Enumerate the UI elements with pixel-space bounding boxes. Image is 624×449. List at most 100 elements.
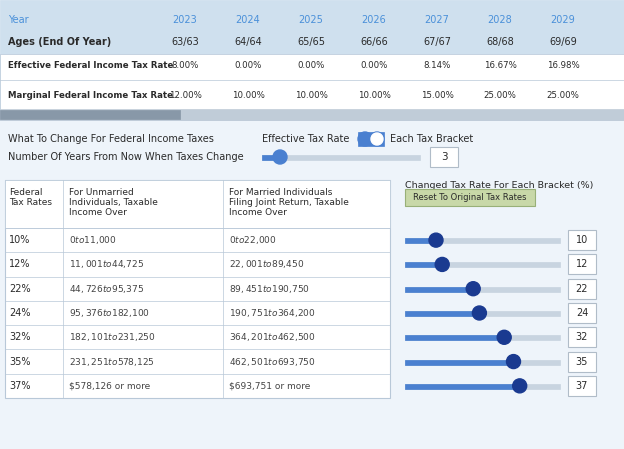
Bar [405,238,560,243]
Bar [5,180,390,228]
Text: Effective Federal Income Tax Rate: Effective Federal Income Tax Rate [8,61,173,70]
Text: 3: 3 [441,152,447,162]
Text: Reset To Original Tax Rates: Reset To Original Tax Rates [413,193,527,202]
Circle shape [358,132,372,146]
Circle shape [497,330,511,344]
Text: $0 to $22,000: $0 to $22,000 [229,234,276,246]
Bar [568,230,596,250]
Circle shape [371,133,383,145]
Text: Federal: Federal [9,188,42,197]
Text: Number Of Years From Now When Taxes Change: Number Of Years From Now When Taxes Chan… [8,152,243,162]
Bar [405,311,479,316]
Text: 10.00%: 10.00% [358,91,391,100]
Bar [0,110,180,119]
Text: 69/69: 69/69 [549,37,577,47]
Text: 2028: 2028 [487,15,512,25]
Bar [568,303,596,323]
Text: 22%: 22% [9,284,31,294]
Text: 66/66: 66/66 [360,37,388,47]
Text: 0.00%: 0.00% [297,61,324,70]
Text: 35%: 35% [9,357,31,366]
Bar [568,327,596,347]
Bar [405,360,560,365]
Text: Ages (End Of Year): Ages (End Of Year) [8,37,111,47]
Bar [405,335,504,340]
Text: 0.00%: 0.00% [360,61,388,70]
Text: 10.00%: 10.00% [232,91,265,100]
Bar [568,279,596,299]
Bar [405,262,560,268]
Text: 22: 22 [576,284,588,294]
Text: 2024: 2024 [236,15,260,25]
Text: 10%: 10% [9,235,31,245]
Text: 32: 32 [576,332,588,342]
Text: 2026: 2026 [362,15,386,25]
Circle shape [435,257,449,272]
Text: 10: 10 [576,235,588,245]
Circle shape [466,282,480,296]
Text: $231,251 to $578,125: $231,251 to $578,125 [69,356,155,368]
Bar [568,352,596,372]
Text: 15.00%: 15.00% [421,91,454,100]
Text: $44,726 to $95,375: $44,726 to $95,375 [69,283,144,295]
Bar [262,155,420,160]
Text: 63/63: 63/63 [171,37,199,47]
Bar [405,335,560,340]
Text: 25.00%: 25.00% [484,91,517,100]
Text: $95,376 to $182,100: $95,376 to $182,100 [69,307,150,319]
Text: $190,751 to $364,200: $190,751 to $364,200 [229,307,316,319]
Text: 0.00%: 0.00% [235,61,261,70]
Text: 24%: 24% [9,308,31,318]
Bar [405,238,436,243]
Text: $182,101 to $231,250: $182,101 to $231,250 [69,331,155,343]
Bar [405,287,560,292]
Bar [568,376,596,396]
Bar [0,109,624,120]
Bar [262,155,285,160]
Text: $462,501 to $693,750: $462,501 to $693,750 [229,356,316,368]
Bar [430,147,458,167]
Circle shape [429,233,443,247]
Text: Marginal Federal Income Tax Rate: Marginal Federal Income Tax Rate [8,91,173,100]
Bar [5,180,390,398]
Text: Income Over: Income Over [69,208,127,217]
Text: Tax Rates: Tax Rates [9,198,52,207]
Text: Each Tax Bracket: Each Tax Bracket [390,134,473,144]
Text: 8.14%: 8.14% [423,61,451,70]
Text: $578,126 or more: $578,126 or more [69,381,150,390]
Text: $89,451 to $190,750: $89,451 to $190,750 [229,283,310,295]
Circle shape [507,355,520,369]
Text: 37%: 37% [9,381,31,391]
Text: Filing Joint Return, Taxable: Filing Joint Return, Taxable [229,198,349,207]
Text: 10.00%: 10.00% [295,91,328,100]
Text: 2025: 2025 [298,15,323,25]
Bar [358,132,384,146]
Text: 67/67: 67/67 [423,37,451,47]
Bar [405,384,520,389]
Text: 12.00%: 12.00% [168,91,202,100]
Text: 2029: 2029 [550,15,575,25]
Text: For Married Individuals: For Married Individuals [229,188,333,197]
Text: $22,001 to $89,450: $22,001 to $89,450 [229,259,304,270]
Bar [405,311,560,316]
Bar [405,360,514,365]
Bar [0,0,624,120]
Text: 25.00%: 25.00% [547,91,580,100]
Bar [405,384,560,389]
Bar [405,262,442,268]
Text: Effective Tax Rate: Effective Tax Rate [262,134,349,144]
Text: 32%: 32% [9,332,31,342]
Text: $364,201 to $462,500: $364,201 to $462,500 [229,331,316,343]
Text: Changed Tax Rate For Each Bracket (%): Changed Tax Rate For Each Bracket (%) [405,181,593,190]
Text: 2027: 2027 [424,15,449,25]
Text: 35: 35 [576,357,588,366]
Text: $693,751 or more: $693,751 or more [229,381,310,390]
Text: 2023: 2023 [173,15,197,25]
Text: Year: Year [8,15,29,25]
Text: 8.00%: 8.00% [172,61,198,70]
Text: $0 to $11,000: $0 to $11,000 [69,234,117,246]
Bar [405,287,473,292]
Bar [568,255,596,274]
Circle shape [370,132,384,146]
Text: $11,001 to $44,725: $11,001 to $44,725 [69,259,144,270]
